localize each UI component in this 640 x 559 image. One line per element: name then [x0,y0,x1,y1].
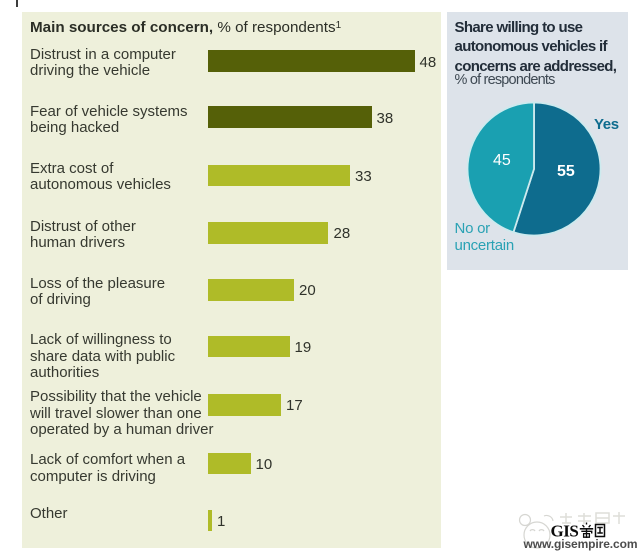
svg-text:GIS: GIS [551,522,579,541]
svg-text:www.gisempire.com: www.gisempire.com [523,537,638,551]
